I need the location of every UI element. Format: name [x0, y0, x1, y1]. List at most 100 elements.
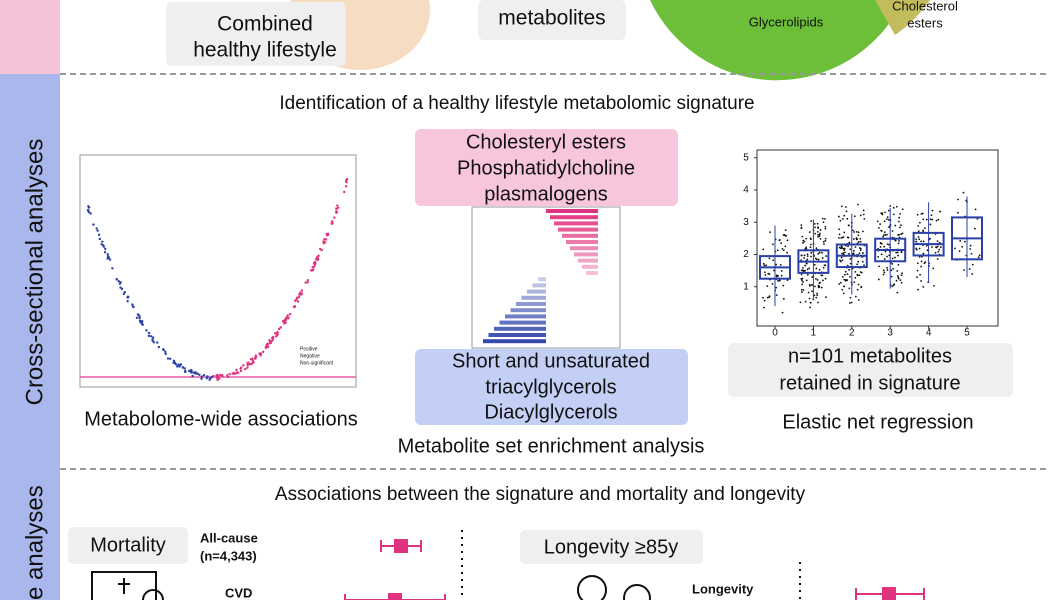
point	[802, 289, 805, 291]
pie-slice	[650, 0, 900, 81]
point	[857, 241, 860, 243]
point	[890, 269, 893, 272]
point	[901, 232, 904, 235]
point	[848, 224, 850, 227]
point	[897, 234, 900, 236]
point	[957, 211, 959, 214]
point	[862, 252, 864, 254]
point	[335, 207, 338, 210]
point	[917, 225, 920, 227]
point	[311, 268, 315, 272]
point	[822, 221, 825, 224]
point	[964, 240, 966, 243]
point	[958, 250, 961, 253]
point	[886, 266, 889, 269]
point	[138, 317, 141, 320]
point	[259, 352, 263, 355]
point	[314, 262, 317, 265]
point	[818, 286, 821, 289]
point	[775, 263, 778, 266]
point	[900, 281, 903, 284]
point	[249, 362, 253, 366]
point	[845, 210, 848, 213]
point	[936, 240, 939, 242]
point	[810, 220, 813, 223]
point	[854, 276, 857, 279]
point	[784, 245, 787, 248]
point	[800, 273, 803, 276]
point	[860, 286, 863, 289]
point	[138, 319, 142, 323]
point	[978, 254, 981, 257]
point	[916, 269, 919, 272]
point	[235, 368, 238, 372]
x-tick-label: 4	[926, 328, 932, 339]
point	[857, 283, 860, 286]
point	[173, 361, 176, 365]
point	[849, 296, 852, 299]
point	[764, 271, 766, 274]
bar	[578, 258, 598, 263]
point	[809, 301, 812, 304]
point	[877, 255, 880, 258]
point	[859, 249, 862, 252]
point	[854, 246, 857, 248]
point	[825, 255, 828, 257]
point	[900, 233, 903, 236]
point	[808, 297, 811, 300]
point	[957, 198, 959, 201]
point	[845, 278, 847, 281]
point	[858, 252, 861, 255]
point	[800, 254, 803, 257]
point	[916, 248, 918, 251]
outcome-label: Longevity	[692, 581, 754, 596]
point	[156, 341, 159, 344]
point	[816, 294, 819, 297]
point	[894, 256, 896, 259]
point	[918, 238, 921, 241]
point	[959, 240, 962, 242]
point	[882, 234, 885, 237]
point	[896, 275, 899, 277]
point	[95, 227, 98, 230]
point	[811, 290, 813, 293]
clock-icon	[623, 584, 651, 600]
x-tick-label: 1	[811, 328, 817, 339]
legend-text: Positive	[300, 346, 318, 352]
point	[857, 299, 860, 301]
caption: Metabolome-wide associations	[84, 408, 357, 430]
point	[839, 260, 842, 263]
point	[939, 246, 942, 248]
point	[891, 257, 894, 260]
point	[162, 348, 165, 352]
point	[104, 247, 107, 251]
point	[813, 294, 816, 297]
point	[324, 238, 328, 241]
point	[877, 278, 880, 281]
y-tick-label: 5	[743, 152, 749, 163]
point	[824, 277, 827, 280]
point	[317, 254, 320, 258]
point	[152, 336, 155, 339]
point	[915, 247, 918, 250]
point	[814, 257, 817, 260]
section-title: Associations between the signature and m…	[275, 484, 806, 505]
point	[778, 279, 781, 282]
point	[786, 251, 789, 254]
point	[892, 267, 895, 270]
point	[968, 268, 971, 271]
point	[922, 229, 924, 232]
point	[816, 222, 819, 225]
point	[805, 262, 808, 265]
point	[848, 287, 851, 290]
point	[115, 278, 118, 281]
pie-label: Cholesterol	[892, 0, 958, 13]
point	[817, 252, 820, 255]
point	[181, 366, 184, 369]
point	[916, 276, 918, 279]
point	[863, 264, 865, 267]
longevity-box	[520, 530, 703, 564]
point	[300, 289, 304, 292]
point	[925, 218, 928, 221]
point	[345, 180, 348, 183]
